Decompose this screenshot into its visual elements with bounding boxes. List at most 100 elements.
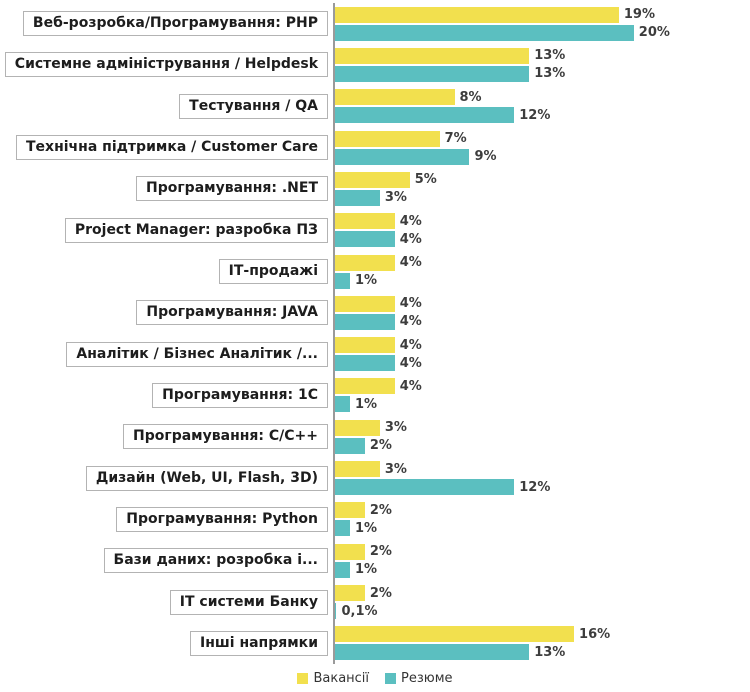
resumes-bar — [335, 231, 395, 248]
chart-row: Аналітик / Бізнес Аналітик /... 4% 4% — [0, 333, 750, 375]
bar-line: 2% — [335, 585, 750, 602]
bar-value-label: 4% — [399, 314, 422, 330]
bar-value-label: 2% — [369, 438, 392, 454]
bar-line: 4% — [335, 254, 750, 271]
bar-value-label: 2% — [369, 502, 392, 518]
chart-row: Програмування: C/C++ 3% 2% — [0, 416, 750, 458]
bar-value-label: 13% — [534, 48, 566, 64]
category-label: Веб-розробка/Програмування: PHP — [22, 11, 328, 37]
bar-value-label: 0,1% — [341, 603, 378, 619]
bar-line: 1% — [335, 396, 750, 413]
vacancies-bar — [335, 47, 530, 64]
bar-value-label: 4% — [399, 231, 422, 247]
resumes-bar — [335, 24, 634, 41]
bars-cell: 4% 1% — [333, 250, 750, 293]
resumes-bar — [335, 479, 515, 496]
bars-cell: 2% 1% — [333, 498, 750, 541]
category-label: ІТ системи Банку — [169, 589, 328, 615]
category-label: Програмування: 1С — [152, 382, 328, 408]
bars-cell: 3% 2% — [333, 416, 750, 458]
bar-line: 13% — [335, 65, 750, 82]
resumes-bar — [335, 603, 337, 620]
category-label-cell: ІТ-продажі — [0, 259, 333, 285]
resumes-bar — [335, 65, 530, 82]
bar-line: 1% — [335, 520, 750, 537]
chart-row: Інші напрямки 16% 13% — [0, 622, 750, 664]
category-label-cell: ІТ системи Банку — [0, 589, 333, 615]
resumes-bar — [335, 272, 350, 289]
bar-line: 5% — [335, 171, 750, 188]
category-label: Програмування: .NET — [136, 176, 328, 202]
bar-value-label: 4% — [399, 255, 422, 271]
legend-item-resumes: Резюме — [385, 671, 453, 686]
bars-cell: 2% 1% — [333, 540, 750, 582]
vacancies-swatch-icon — [297, 672, 309, 684]
category-label-cell: Програмування: 1С — [0, 382, 333, 408]
bars-cell: 4% 4% — [333, 333, 750, 375]
bar-value-label: 2% — [369, 544, 392, 560]
vacancies-bar — [335, 6, 619, 23]
category-label: Інші напрямки — [190, 630, 328, 656]
vacancies-bar — [335, 543, 365, 560]
category-label: ІТ-продажі — [218, 259, 328, 285]
bar-line: 3% — [335, 461, 750, 478]
bar-line: 4% — [335, 231, 750, 248]
bar-value-label: 5% — [414, 172, 437, 188]
resumes-bar — [335, 561, 350, 578]
vacancies-bar — [335, 502, 365, 519]
vacancies-bar — [335, 295, 395, 312]
category-label: Дизайн (Web, UI, Flash, 3D) — [85, 465, 328, 491]
resumes-swatch-icon — [385, 672, 397, 684]
legend-label-resumes: Резюме — [401, 670, 453, 686]
bars-cell: 4% 1% — [333, 374, 750, 417]
vacancies-bar — [335, 254, 395, 271]
bar-line: 1% — [335, 561, 750, 578]
category-label: Програмування: JAVA — [136, 300, 328, 326]
bar-line: 8% — [335, 89, 750, 106]
bar-line: 12% — [335, 107, 750, 124]
chart-rows: Веб-розробка/Програмування: PHP 19% 20% Сис… — [0, 3, 750, 664]
bars-cell: 16% 13% — [333, 622, 750, 664]
category-label: Системне адміністрування / Helpdesk — [4, 52, 328, 78]
chart-row: Веб-розробка/Програмування: PHP 19% 20% — [0, 3, 750, 45]
bar-value-label: 1% — [354, 396, 378, 412]
category-label-cell: Програмування: JAVA — [0, 300, 333, 326]
chart-row: Програмування: JAVA 4% 4% — [0, 292, 750, 334]
resumes-bar — [335, 520, 350, 537]
chart-row: Технічна підтримка / Customer Care 7% 9% — [0, 126, 750, 169]
bar-value-label: 13% — [534, 644, 566, 660]
legend-label-vacancies: Вакансії — [313, 670, 370, 686]
category-label-cell: Project Manager: разробка ПЗ — [0, 217, 333, 243]
bar-value-label: 12% — [519, 107, 551, 123]
bar-value-label: 3% — [384, 420, 407, 436]
bar-line: 2% — [335, 502, 750, 519]
bars-cell: 7% 9% — [333, 126, 750, 169]
bar-line: 13% — [335, 644, 750, 661]
chart-row: Тестування / QA 8% 12% — [0, 85, 750, 127]
bar-value-label: 9% — [474, 149, 497, 165]
category-label-cell: Інші напрямки — [0, 630, 333, 656]
category-label-cell: Бази даних: розробка і... — [0, 548, 333, 574]
bar-line: 3% — [335, 419, 750, 436]
vacancies-bar — [335, 585, 365, 602]
bar-line: 4% — [335, 213, 750, 230]
category-label: Програмування: C/C++ — [123, 424, 328, 450]
category-label-cell: Системне адміністрування / Helpdesk — [0, 52, 333, 78]
bar-line: 1% — [335, 272, 750, 289]
bar-line: 2% — [335, 437, 750, 454]
category-label: Технічна підтримка / Customer Care — [16, 135, 328, 161]
bars-cell: 4% 4% — [333, 292, 750, 334]
bar-value-label: 12% — [519, 479, 551, 495]
vacancies-bar — [335, 378, 395, 395]
chart-row: Програмування: .NET 5% 3% — [0, 168, 750, 210]
bar-line: 0,1% — [335, 603, 750, 620]
resumes-bar — [335, 148, 470, 165]
bars-cell: 5% 3% — [333, 168, 750, 210]
bar-value-label: 1% — [354, 273, 378, 289]
bar-line: 4% — [335, 337, 750, 354]
category-label-cell: Аналітик / Бізнес Аналітик /... — [0, 341, 333, 367]
bar-value-label: 4% — [399, 213, 422, 229]
category-label-cell: Програмування: .NET — [0, 176, 333, 202]
bar-value-label: 20% — [638, 25, 670, 41]
resumes-bar — [335, 437, 365, 454]
